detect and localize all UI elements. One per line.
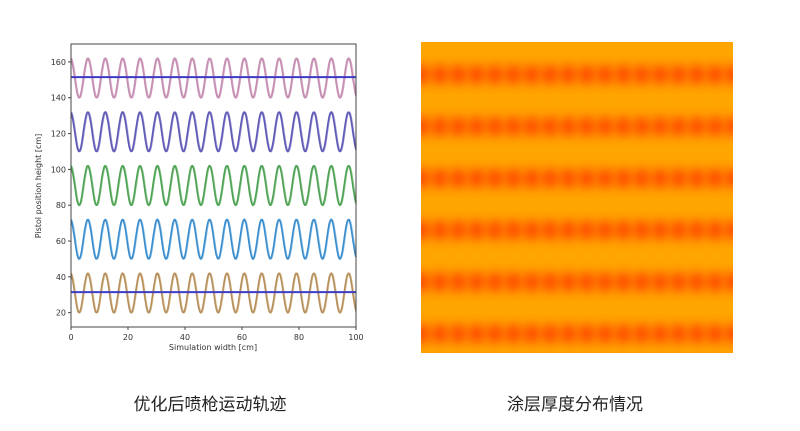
trajectory-series-3-1 xyxy=(70,218,357,260)
x-axis-label: Simulation width [cm] xyxy=(169,343,257,352)
y-tick-label: 160 xyxy=(51,58,66,67)
x-tick-label: 20 xyxy=(123,333,133,342)
caption-trajectory: 优化后喷枪运动轨迹 xyxy=(133,395,287,415)
y-axis-label: Pistol position height [cm] xyxy=(34,134,43,239)
coating-thickness-heatmap xyxy=(421,42,733,353)
trajectory-series-1-1 xyxy=(70,111,357,153)
x-tick-label: 0 xyxy=(68,333,73,342)
y-tick-label: 100 xyxy=(51,165,66,174)
y-tick-label: 120 xyxy=(51,130,66,139)
x-tick-label: 60 xyxy=(237,333,247,342)
x-tick-label: 40 xyxy=(180,333,190,342)
plot-frame xyxy=(70,43,357,328)
y-tick-label: 140 xyxy=(51,94,66,103)
y-tick-label: 80 xyxy=(56,201,66,210)
x-tick-label: 100 xyxy=(348,333,363,342)
caption-thickness: 涂层厚度分布情况 xyxy=(507,395,643,415)
trajectory-series-2-1 xyxy=(70,164,357,207)
y-tick-label: 20 xyxy=(56,309,66,318)
x-tick-label: 80 xyxy=(294,333,304,342)
trajectory-chart: 0 20 40 60 80 100 20 40 60 80 100 120 140 160 Simulat… xyxy=(34,43,364,352)
y-tick-label: 40 xyxy=(56,273,66,282)
y-tick-label: 60 xyxy=(56,237,66,246)
